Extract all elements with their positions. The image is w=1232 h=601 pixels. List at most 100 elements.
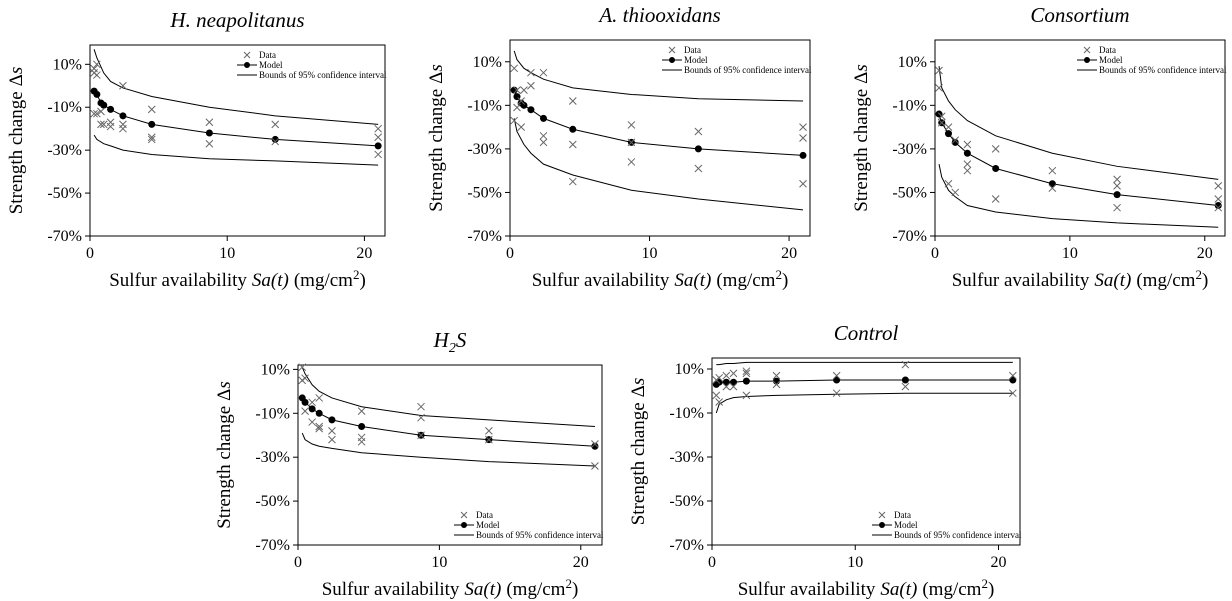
model-point: [119, 112, 127, 120]
data-point: [147, 133, 156, 142]
data-point: [712, 391, 721, 400]
upper-bound-line: [513, 50, 804, 102]
data-point: [93, 71, 101, 79]
data-point: [374, 150, 382, 159]
model-point: [527, 106, 535, 114]
data-point: [963, 166, 972, 175]
upper-bound-line: [93, 49, 379, 125]
y-tick-label: -50%: [892, 184, 927, 201]
model-point: [301, 398, 309, 406]
data-point: [729, 382, 738, 391]
x-tick-label: 0: [86, 245, 94, 262]
data-point: [832, 371, 841, 380]
x-label-part: Sulfur availability: [738, 579, 876, 600]
x-tick-label: 0: [294, 554, 302, 571]
data-point: [568, 177, 577, 186]
x-label-part: (mg/cm: [1136, 270, 1195, 291]
data-point: [417, 431, 425, 440]
y-tick-label: -10%: [467, 97, 502, 114]
y-label-part: Δ: [851, 72, 872, 84]
y-label-part: Strength change: [851, 89, 872, 212]
x-label-sup: 2: [981, 576, 988, 591]
x-label-part: Sulfur availability: [109, 270, 247, 291]
data-point: [937, 112, 946, 121]
legend-label: Bounds of 95% confidence interval: [684, 65, 812, 75]
plot-frame: [297, 364, 603, 546]
model-point: [591, 442, 599, 450]
upper-bound-line: [716, 361, 1013, 366]
data-point: [271, 120, 280, 129]
chart-title: Consortium: [1030, 3, 1129, 27]
legend-label: Bounds of 95% confidence interval: [1099, 65, 1227, 75]
y-axis-label: Strength change Δs: [628, 378, 649, 526]
data-point: [539, 138, 548, 147]
model-point: [1009, 376, 1017, 384]
data-point: [1214, 182, 1223, 190]
x-tick-label: 0: [506, 245, 514, 262]
data-point: [417, 413, 425, 422]
data-point: [417, 402, 425, 411]
x-tick-label: 20: [1197, 245, 1213, 262]
x-label-var: Sa(t): [464, 579, 501, 600]
data-point: [485, 435, 493, 444]
y-tick-label: 10%: [675, 361, 704, 378]
data-point: [205, 139, 214, 148]
y-label-part: Strength change: [214, 406, 235, 529]
legend-label: Data: [684, 45, 701, 55]
data-point: [1008, 371, 1017, 380]
data-point: [742, 391, 751, 400]
model-point: [1048, 180, 1056, 188]
y-tick-label: -50%: [47, 185, 82, 202]
model-point: [374, 142, 382, 150]
x-label-var: Sa(t): [252, 270, 289, 291]
data-point: [510, 64, 519, 73]
legend-model-marker: [1084, 57, 1090, 63]
data-point: [591, 440, 599, 448]
y-label-part: Δ: [6, 74, 27, 86]
y-tick-label: -50%: [467, 184, 502, 201]
upper-bound-line: [938, 66, 1219, 180]
x-label-sup: 2: [1195, 267, 1202, 282]
model-point: [520, 101, 528, 109]
data-point: [301, 374, 309, 383]
x-tick-label: 10: [1062, 245, 1078, 262]
data-point: [315, 394, 324, 402]
y-tick-label: -30%: [47, 142, 82, 159]
model-point: [833, 376, 841, 384]
legend-label: Data: [259, 50, 276, 60]
y-tick-label: -30%: [255, 449, 290, 466]
x-axis-label: Sulfur availability Sa(t) (mg/cm2): [532, 267, 789, 291]
legend-label: Bounds of 95% confidence interval: [259, 70, 387, 80]
data-point: [742, 369, 751, 378]
x-label-var: Sa(t): [674, 270, 711, 291]
data-point: [119, 124, 127, 133]
x-label-part: ): [782, 270, 788, 291]
data-point: [991, 145, 1000, 153]
legend-label: Data: [894, 510, 911, 520]
x-tick-label: 10: [219, 245, 235, 262]
x-tick-label: 20: [573, 554, 589, 571]
legend-data-marker: [668, 46, 676, 54]
model-line: [301, 397, 595, 447]
title-subscript: 2: [449, 341, 456, 356]
data-point: [772, 380, 781, 389]
data-point: [485, 427, 493, 435]
x-tick-label: 20: [781, 245, 797, 262]
data-point: [315, 424, 324, 433]
y-label-part: Δ: [426, 72, 447, 84]
y-axis-label: Strength change Δs: [426, 64, 447, 212]
lower-bound-line: [301, 432, 595, 467]
y-tick-label: -70%: [892, 228, 927, 245]
model-point: [742, 377, 750, 385]
model-line: [93, 90, 379, 147]
x-label-part: (mg/cm: [716, 270, 775, 291]
data-point: [694, 164, 703, 173]
model-point: [992, 164, 1000, 172]
y-tick-label: -10%: [255, 405, 290, 422]
legend-model-marker: [244, 62, 250, 68]
x-label-part: ): [572, 579, 578, 600]
plot-frame: [934, 39, 1226, 237]
model-point: [1113, 191, 1121, 199]
